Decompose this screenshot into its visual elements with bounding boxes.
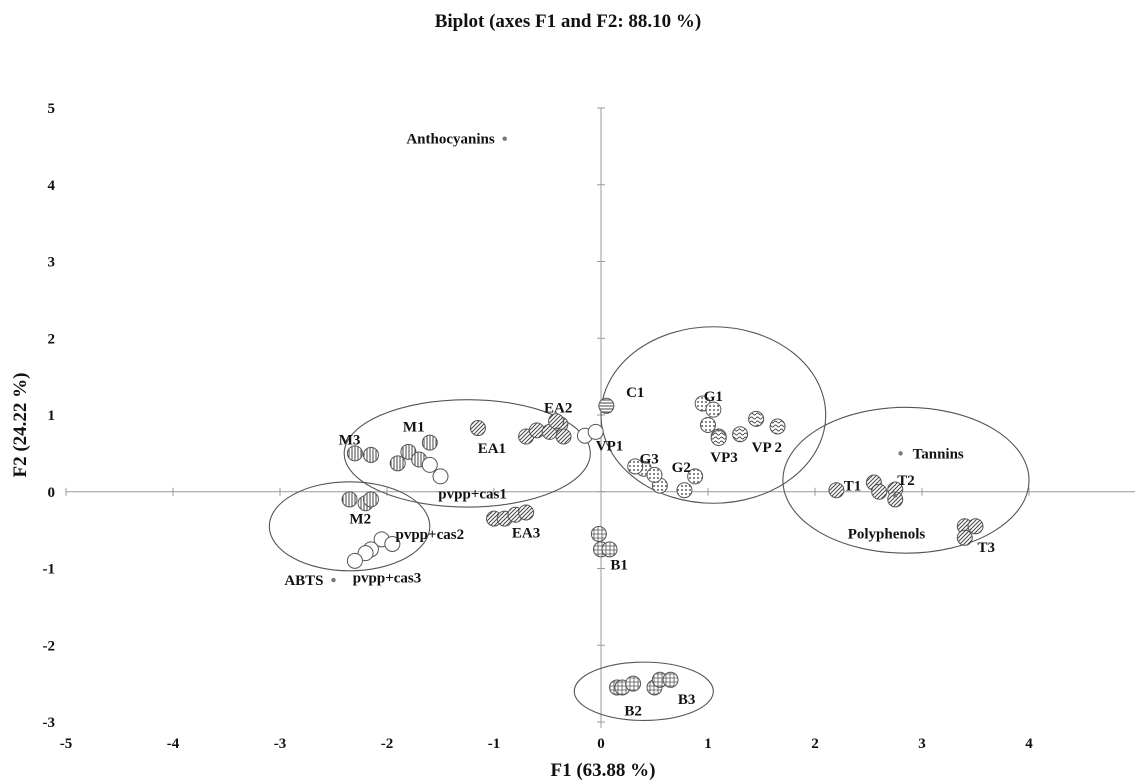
variable-label: Tannins <box>913 446 964 462</box>
sample-point <box>967 518 984 535</box>
sample-point <box>646 466 663 483</box>
y-tick-label: 2 <box>48 331 56 347</box>
sample-label: T3 <box>977 540 995 556</box>
x-tick-label: -5 <box>60 736 73 752</box>
sample-label: EA3 <box>512 525 540 541</box>
y-tick-label: 0 <box>48 485 56 501</box>
y-tick-label: -3 <box>43 715 56 731</box>
sample-label: M2 <box>349 512 371 528</box>
sample-point <box>871 483 888 500</box>
group-ellipses <box>268 326 1030 722</box>
variable-point <box>502 136 507 141</box>
sample-point <box>346 445 363 462</box>
y-tick-label: 5 <box>48 101 56 117</box>
chart-title: Biplot (axes F1 and F2: 88.10 %) <box>435 11 702 32</box>
sample-label: C1 <box>626 385 644 401</box>
sample-point <box>548 413 565 430</box>
sample-label: T2 <box>897 473 915 489</box>
y-tick-label: 4 <box>48 178 56 194</box>
axes: -5 -4 -3 -2 -1 0 1 2 3 4 -3 -2 -1 0 1 2 3 4 5 <box>43 101 1135 752</box>
sample-point <box>384 535 401 552</box>
x-axis-title: F1 (63.88 %) <box>550 760 655 781</box>
sample-point <box>705 401 722 418</box>
sample-point <box>710 430 727 447</box>
sample-points <box>341 395 984 696</box>
x-tick-label: -1 <box>488 736 501 752</box>
group-ellipse <box>782 406 1030 554</box>
sample-point <box>627 458 644 475</box>
sample-label: T1 <box>844 479 862 495</box>
sample-point <box>346 552 363 569</box>
x-tick-label: 3 <box>918 736 926 752</box>
sample-label: pvpp+cas1 <box>438 486 507 502</box>
group-ellipse <box>600 326 827 504</box>
sample-label: VP3 <box>710 450 738 466</box>
sample-point <box>469 420 486 437</box>
y-axis-title: F2 (24.22 %) <box>10 372 31 477</box>
sample-point <box>748 410 765 427</box>
x-tick-label: -4 <box>167 736 180 752</box>
sample-label: G1 <box>704 389 723 405</box>
sample-label: EA1 <box>478 441 506 457</box>
sample-point <box>625 675 642 692</box>
sample-labels: M3 M1 EA1 EA2 VP1 C1 G1 G3 G2 VP3 VP 2 T1 T2 T3 pvpp+c… <box>339 385 995 720</box>
sample-point <box>362 446 379 463</box>
sample-label: G2 <box>672 460 691 476</box>
sample-point <box>432 468 449 485</box>
sample-point <box>362 491 379 508</box>
variable-points: Anthocyanins Tannins Polyphenols ABTS <box>284 132 964 589</box>
sample-label: M1 <box>403 420 425 436</box>
sample-point <box>662 671 679 688</box>
sample-point <box>732 426 749 443</box>
x-tick-label: -2 <box>381 736 394 752</box>
sample-label: B2 <box>624 703 642 719</box>
sample-label: VP 2 <box>752 440 782 456</box>
x-tick-label: 0 <box>597 736 605 752</box>
sample-point <box>769 418 786 435</box>
sample-point <box>887 491 904 508</box>
sample-point <box>341 491 358 508</box>
sample-point <box>389 455 406 472</box>
sample-point <box>590 525 607 542</box>
x-tick-label: 1 <box>704 736 712 752</box>
sample-label: G3 <box>640 452 659 468</box>
sample-label: B3 <box>678 692 696 708</box>
sample-point <box>555 428 572 445</box>
group-ellipse <box>268 481 431 572</box>
sample-label: EA2 <box>544 400 572 416</box>
x-tick-label: 2 <box>811 736 819 752</box>
sample-point <box>598 397 615 414</box>
x-tick-label: -3 <box>274 736 287 752</box>
sample-point <box>676 482 693 499</box>
y-tick-label: -2 <box>43 638 56 654</box>
x-tick-label: 4 <box>1025 736 1033 752</box>
variable-point <box>893 493 898 498</box>
sample-point <box>518 504 535 521</box>
sample-label: B1 <box>610 558 628 574</box>
y-tick-label: 3 <box>48 255 56 271</box>
sample-point <box>601 541 618 558</box>
sample-point <box>421 456 438 473</box>
variable-label: ABTS <box>284 573 323 589</box>
sample-point <box>700 416 716 433</box>
sample-point <box>421 434 438 451</box>
sample-point <box>956 529 973 546</box>
variable-point <box>331 577 336 583</box>
sample-point <box>587 423 604 440</box>
variable-point <box>898 451 903 456</box>
group-ellipse <box>573 661 714 722</box>
sample-label: pvpp+cas2 <box>396 527 465 543</box>
variable-label: Polyphenols <box>848 527 926 543</box>
sample-point <box>687 468 704 485</box>
group-ellipse <box>343 399 591 508</box>
y-tick-label: 1 <box>48 408 56 424</box>
sample-label: pvpp+cas3 <box>353 571 422 587</box>
variable-label: Anthocyanins <box>406 132 495 148</box>
sample-point <box>828 482 845 499</box>
sample-label: VP1 <box>596 439 624 455</box>
sample-label: M3 <box>339 433 361 449</box>
y-tick-label: -1 <box>43 562 56 578</box>
